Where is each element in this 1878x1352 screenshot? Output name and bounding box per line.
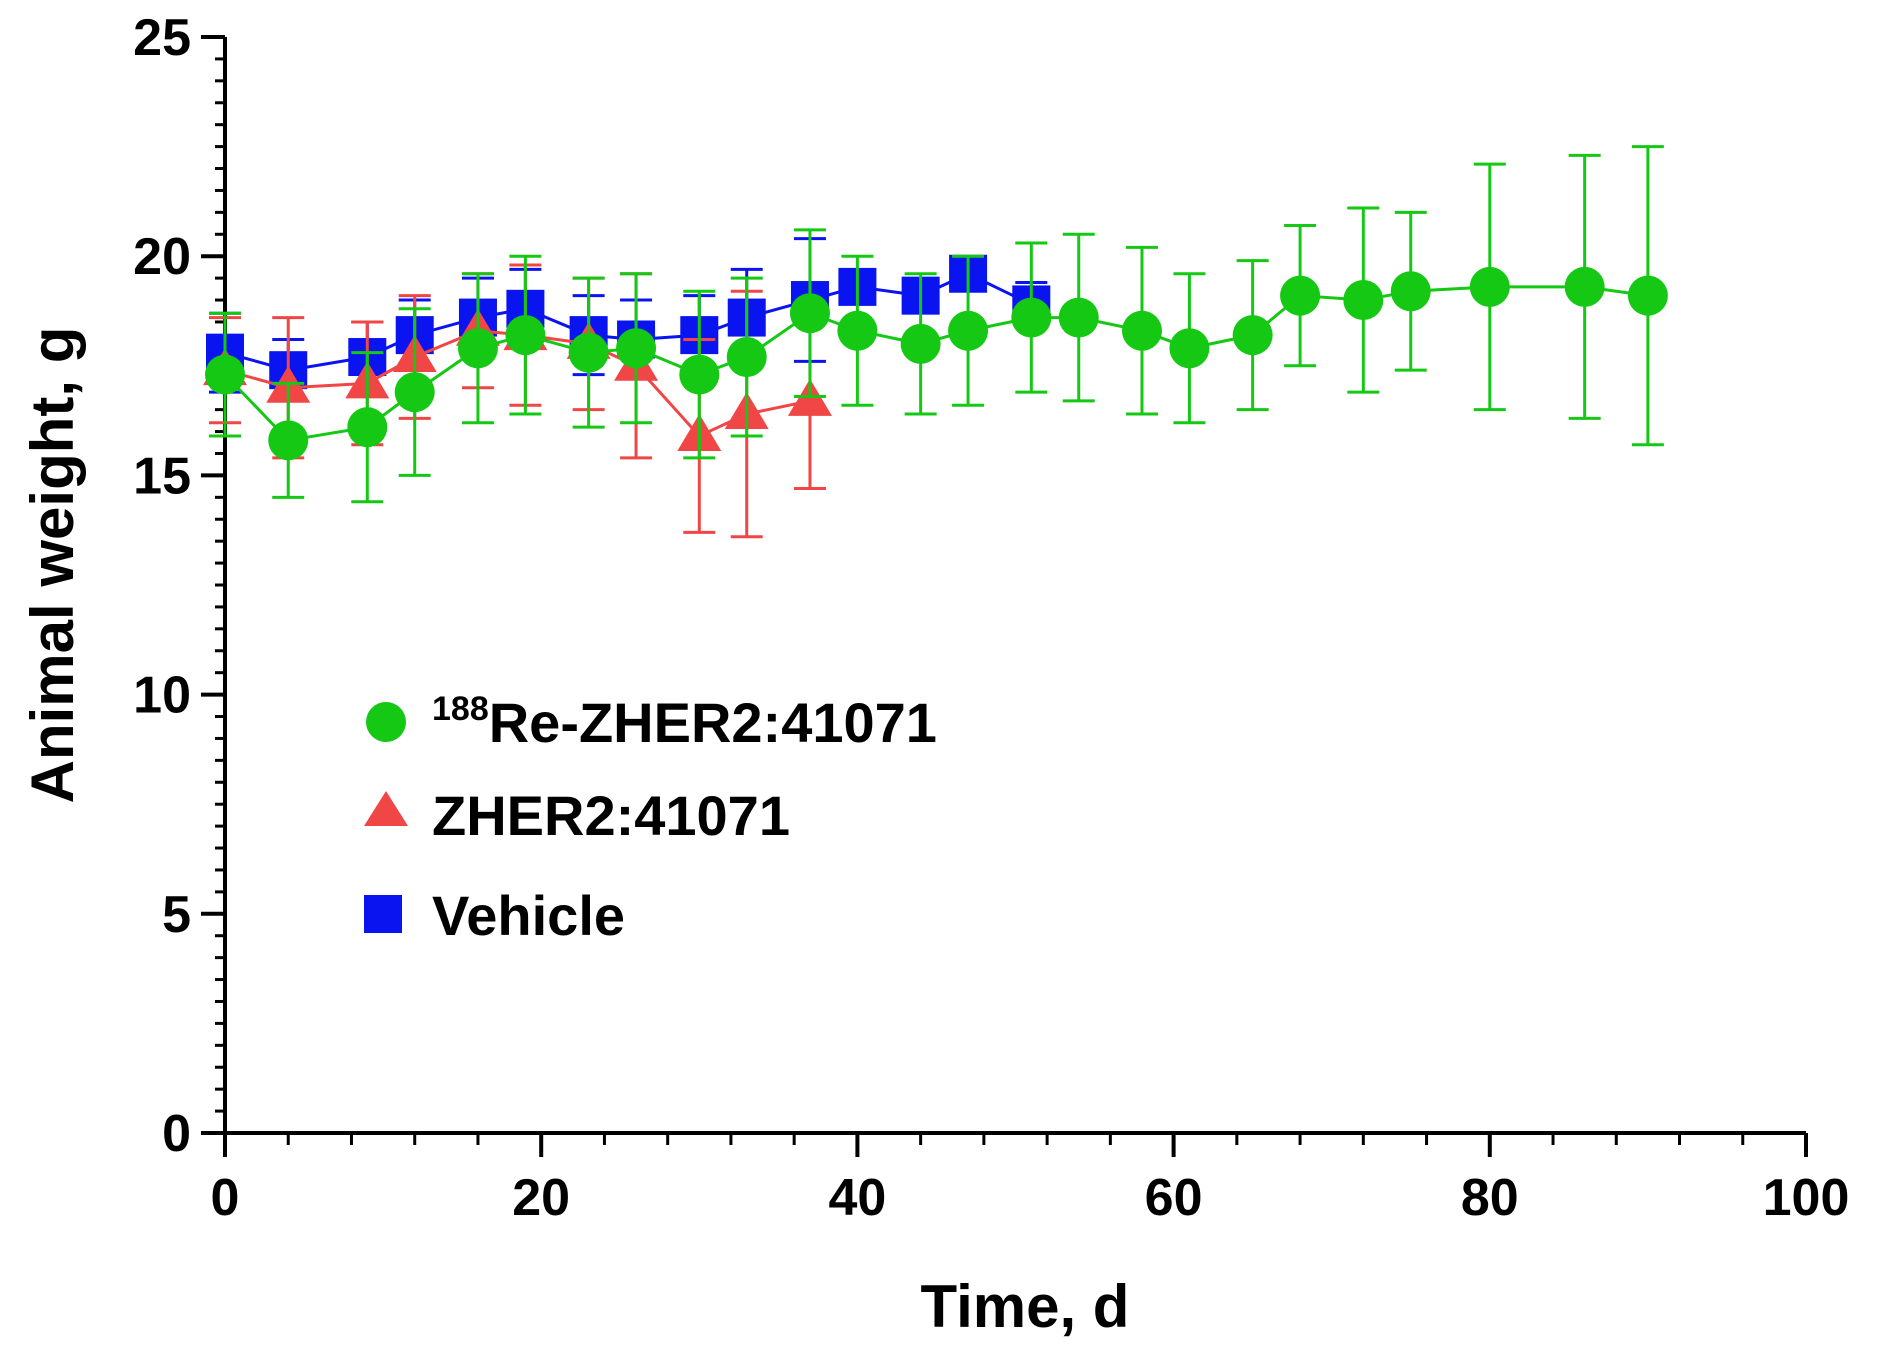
x-axis-title: Time, d	[921, 1273, 1130, 1340]
y-tick-label: 10	[133, 667, 191, 725]
data-point	[1232, 315, 1273, 356]
x-tick-label: 80	[1461, 1169, 1519, 1227]
data-point	[568, 332, 609, 373]
data-point	[1280, 275, 1321, 316]
y-tick-label: 20	[133, 228, 191, 286]
x-tick-label: 100	[1763, 1169, 1850, 1227]
legend: 188Re-ZHER2:41071 ZHER2:41071 Vehicle	[364, 690, 937, 947]
data-point	[1343, 280, 1384, 321]
series-layer	[203, 145, 1668, 539]
legend-label-188re: 188Re-ZHER2:41071	[432, 690, 937, 754]
data-point	[1469, 266, 1510, 307]
x-tick-label: 60	[1145, 1169, 1203, 1227]
data-point	[268, 420, 309, 461]
data-point	[1169, 328, 1210, 369]
legend-marker-vehicle	[364, 895, 402, 933]
data-point	[347, 407, 388, 448]
data-point	[394, 372, 435, 413]
x-tick-label: 40	[828, 1169, 886, 1227]
data-point	[679, 354, 720, 395]
data-point	[837, 310, 878, 351]
series-circle	[205, 145, 1668, 504]
data-point	[616, 328, 657, 369]
data-point	[505, 315, 546, 356]
y-axis-title: Animal weight, g	[19, 327, 86, 804]
data-point	[1121, 310, 1162, 351]
data-point	[726, 337, 767, 378]
data-point	[1390, 271, 1431, 312]
y-tick-label: 25	[133, 9, 191, 67]
data-point	[205, 354, 245, 395]
legend-marker-zher2	[364, 791, 408, 826]
data-point	[789, 293, 830, 334]
x-tick-label: 0	[211, 1169, 240, 1227]
data-point	[1058, 297, 1099, 338]
data-point	[948, 310, 989, 351]
y-tick-label: 15	[133, 447, 191, 505]
legend-marker-188re	[366, 702, 406, 742]
data-point	[1627, 275, 1668, 316]
legend-label-zher2: ZHER2:41071	[432, 784, 790, 847]
x-tick-label: 20	[512, 1169, 570, 1227]
data-point	[1011, 297, 1052, 338]
data-point	[457, 328, 498, 369]
y-tick-label: 0	[162, 1105, 191, 1163]
y-tick-label: 5	[162, 886, 191, 944]
legend-label-vehicle: Vehicle	[432, 884, 625, 947]
data-point	[1564, 266, 1605, 307]
data-point	[900, 323, 941, 364]
axes: 0 5 10 15 20 25 0 20 40 60 80 100	[133, 9, 1849, 1227]
